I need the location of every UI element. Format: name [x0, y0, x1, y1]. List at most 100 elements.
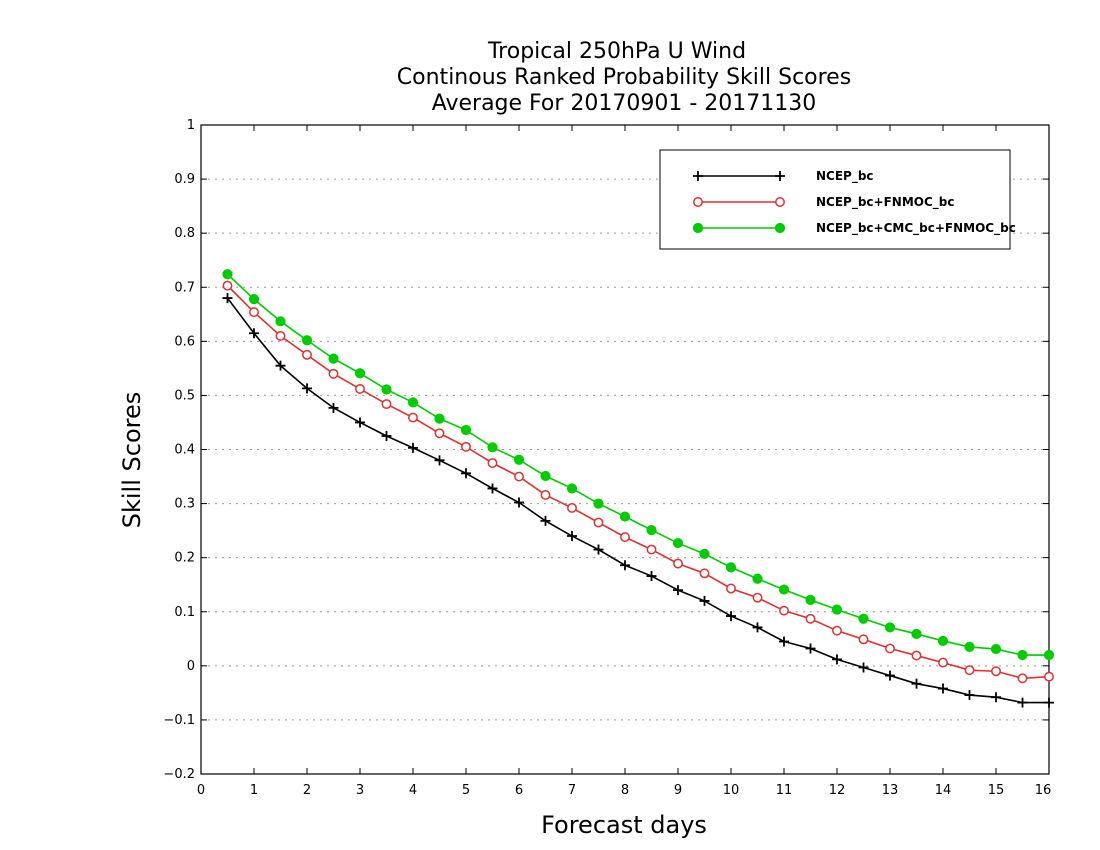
data-point	[938, 657, 948, 668]
data-point	[514, 471, 524, 482]
data-point	[805, 594, 816, 605]
series-ncep-bc-fnmoc-bc	[222, 280, 1054, 684]
data-point	[434, 428, 445, 439]
x-tick-label: 8	[621, 783, 629, 798]
x-tick-label: 7	[568, 783, 576, 798]
data-point	[884, 622, 896, 633]
data-point	[779, 605, 789, 616]
data-point	[1043, 649, 1055, 661]
data-point	[774, 222, 786, 234]
data-point	[620, 532, 630, 543]
x-tick-label: 11	[776, 783, 793, 798]
data-point	[911, 628, 922, 640]
data-point	[407, 397, 419, 408]
data-point	[991, 666, 1001, 677]
data-point	[699, 595, 710, 606]
data-point	[858, 634, 869, 645]
data-point	[775, 197, 785, 207]
data-point	[619, 511, 631, 522]
data-point	[832, 654, 842, 665]
series-line	[226, 273, 1049, 656]
legend-item: NCEP_bc	[693, 169, 874, 184]
x-axis-label: Forecast days	[541, 811, 707, 839]
data-point	[885, 643, 895, 654]
data-point	[699, 548, 710, 559]
data-point	[885, 670, 895, 681]
data-point	[540, 515, 551, 526]
x-tick-label: 3	[356, 783, 364, 798]
y-tick-label: 0.8	[174, 226, 195, 241]
data-point	[726, 583, 736, 594]
x-tick-label: 1	[250, 783, 258, 798]
data-point	[805, 613, 816, 624]
y-tick-label: 0.2	[174, 551, 195, 566]
x-tick-label: 6	[515, 783, 523, 798]
x-tick-label: 14	[935, 783, 952, 798]
legend-label: NCEP_bc+CMC_bc+FNMOC_bc	[816, 221, 1016, 236]
chart-title: Tropical 250hPa U Wind Continous Ranked …	[397, 39, 851, 116]
data-point	[301, 335, 313, 346]
y-axis-ticks: −0.2 −0.1 0 0.1 0.2 0.3 0.4 0.5 0.6 0.7 0.8 0.9 1	[163, 118, 1049, 782]
data-point	[620, 560, 630, 571]
data-point	[514, 497, 524, 508]
data-point	[461, 468, 471, 479]
data-point	[693, 171, 703, 181]
legend-items: NCEP_bc NCEP_bc+FNMOC_bc NCEP_bc+CMC_bc+FN…	[692, 169, 1016, 236]
data-point	[328, 368, 339, 379]
x-tick-label: 13	[882, 783, 899, 798]
data-point	[831, 604, 843, 615]
x-tick-label: 15	[988, 783, 1005, 798]
data-point	[381, 399, 392, 410]
data-point	[408, 442, 418, 453]
data-point	[964, 665, 975, 676]
y-tick-label: −0.2	[163, 767, 195, 782]
x-tick-label: 9	[674, 783, 682, 798]
data-point	[275, 316, 286, 327]
data-point	[461, 441, 471, 452]
series-ncep-bc	[222, 293, 1054, 708]
data-point	[567, 531, 577, 542]
x-tick-label: 0	[197, 783, 205, 798]
data-point	[248, 294, 260, 305]
data-point	[249, 307, 259, 318]
legend-label: NCEP_bc+FNMOC_bc	[816, 195, 955, 210]
data-point	[964, 690, 975, 701]
data-point	[487, 442, 498, 453]
data-point	[593, 498, 604, 509]
data-point	[540, 470, 551, 482]
data-point	[540, 489, 551, 500]
data-point	[222, 280, 233, 291]
data-point	[355, 383, 365, 394]
data-point	[487, 458, 498, 468]
data-point	[699, 568, 710, 579]
data-point	[779, 636, 789, 647]
y-tick-label: 0.3	[174, 497, 195, 512]
x-tick-label: 10	[723, 783, 740, 798]
data-point	[775, 171, 785, 181]
data-point	[275, 330, 286, 341]
data-point	[354, 368, 366, 379]
y-tick-label: 0.6	[174, 334, 195, 349]
series-ncep-bc-cmc-bc-fnmoc-bc	[222, 269, 1055, 661]
data-point	[672, 537, 684, 549]
data-point	[646, 571, 657, 582]
y-tick-label: 0	[187, 659, 195, 674]
data-point	[778, 584, 790, 595]
chart-title-line-3: Average For 20170901 - 20171130	[432, 91, 817, 116]
data-point	[381, 384, 392, 395]
data-point	[1044, 671, 1054, 682]
series-line	[226, 285, 1050, 680]
data-point	[937, 635, 949, 647]
data-point	[567, 502, 577, 513]
y-tick-label: 0.7	[174, 280, 195, 295]
x-tick-label: 2	[303, 783, 311, 798]
data-point	[355, 417, 365, 428]
legend-label: NCEP_bc	[816, 169, 874, 184]
data-point	[1017, 697, 1028, 708]
data-point	[328, 353, 339, 364]
data-point	[222, 269, 233, 280]
data-point	[964, 641, 975, 653]
data-point	[328, 402, 339, 413]
data-point	[434, 455, 445, 466]
